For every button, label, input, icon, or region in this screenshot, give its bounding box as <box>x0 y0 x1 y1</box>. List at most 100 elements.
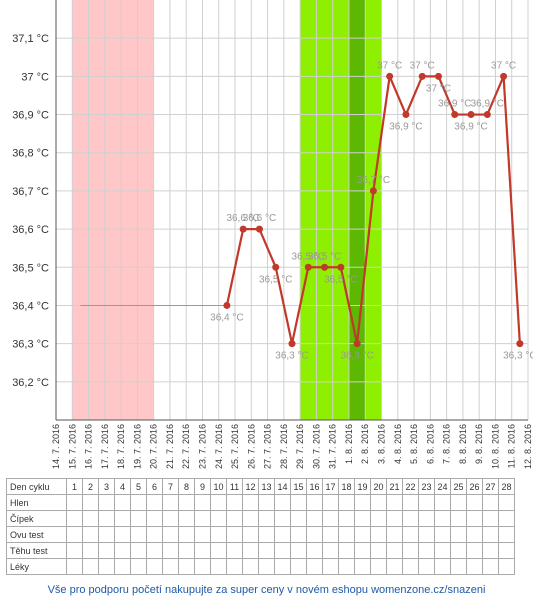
table-cell[interactable] <box>178 526 195 543</box>
table-cell[interactable] <box>338 494 355 511</box>
table-cell[interactable] <box>82 510 99 527</box>
table-cell[interactable] <box>466 494 483 511</box>
table-cell[interactable] <box>194 526 211 543</box>
table-cell[interactable] <box>370 526 387 543</box>
table-cell[interactable] <box>226 510 243 527</box>
table-cell[interactable] <box>402 510 419 527</box>
table-cell[interactable] <box>226 526 243 543</box>
table-cell[interactable] <box>418 510 435 527</box>
table-cell[interactable] <box>114 558 131 575</box>
table-cell[interactable] <box>242 558 259 575</box>
table-cell[interactable] <box>210 558 227 575</box>
table-cell[interactable] <box>434 494 451 511</box>
table-cell[interactable] <box>338 510 355 527</box>
table-cell[interactable] <box>450 510 467 527</box>
table-cell[interactable] <box>322 494 339 511</box>
table-cell[interactable] <box>82 494 99 511</box>
table-cell[interactable] <box>66 510 83 527</box>
table-cell[interactable] <box>210 526 227 543</box>
table-cell[interactable] <box>482 542 499 559</box>
table-cell[interactable] <box>450 558 467 575</box>
table-cell[interactable] <box>130 510 147 527</box>
table-cell[interactable] <box>242 526 259 543</box>
table-cell[interactable] <box>274 510 291 527</box>
table-cell[interactable] <box>306 510 323 527</box>
table-cell[interactable] <box>290 558 307 575</box>
table-cell[interactable] <box>178 494 195 511</box>
table-cell[interactable] <box>498 510 515 527</box>
table-cell[interactable] <box>354 542 371 559</box>
table-cell[interactable] <box>210 542 227 559</box>
table-cell[interactable] <box>194 494 211 511</box>
table-cell[interactable] <box>354 526 371 543</box>
table-cell[interactable] <box>98 510 115 527</box>
table-cell[interactable] <box>354 494 371 511</box>
table-cell[interactable] <box>418 494 435 511</box>
table-cell[interactable] <box>258 526 275 543</box>
table-cell[interactable] <box>114 542 131 559</box>
table-cell[interactable] <box>306 542 323 559</box>
table-cell[interactable] <box>130 542 147 559</box>
table-cell[interactable] <box>386 526 403 543</box>
table-cell[interactable] <box>290 526 307 543</box>
table-cell[interactable] <box>242 510 259 527</box>
table-cell[interactable] <box>178 510 195 527</box>
table-cell[interactable] <box>322 526 339 543</box>
table-cell[interactable] <box>306 526 323 543</box>
table-cell[interactable] <box>194 558 211 575</box>
table-cell[interactable] <box>290 542 307 559</box>
table-cell[interactable] <box>386 510 403 527</box>
table-cell[interactable] <box>98 542 115 559</box>
table-cell[interactable] <box>242 542 259 559</box>
table-cell[interactable] <box>82 558 99 575</box>
table-cell[interactable] <box>370 494 387 511</box>
table-cell[interactable] <box>354 558 371 575</box>
table-cell[interactable] <box>370 542 387 559</box>
table-cell[interactable] <box>306 494 323 511</box>
table-cell[interactable] <box>482 494 499 511</box>
table-cell[interactable] <box>66 542 83 559</box>
table-cell[interactable] <box>258 558 275 575</box>
table-cell[interactable] <box>466 526 483 543</box>
table-cell[interactable] <box>386 542 403 559</box>
table-cell[interactable] <box>114 510 131 527</box>
table-cell[interactable] <box>434 542 451 559</box>
table-cell[interactable] <box>418 526 435 543</box>
table-cell[interactable] <box>194 510 211 527</box>
table-cell[interactable] <box>178 558 195 575</box>
table-cell[interactable] <box>386 494 403 511</box>
table-cell[interactable] <box>162 510 179 527</box>
table-cell[interactable] <box>98 558 115 575</box>
table-cell[interactable] <box>162 558 179 575</box>
table-cell[interactable] <box>82 542 99 559</box>
table-cell[interactable] <box>162 494 179 511</box>
table-cell[interactable] <box>130 558 147 575</box>
table-cell[interactable] <box>82 526 99 543</box>
table-cell[interactable] <box>258 494 275 511</box>
table-cell[interactable] <box>386 558 403 575</box>
table-cell[interactable] <box>482 558 499 575</box>
table-cell[interactable] <box>498 542 515 559</box>
table-cell[interactable] <box>226 494 243 511</box>
table-cell[interactable] <box>258 510 275 527</box>
table-cell[interactable] <box>146 558 163 575</box>
table-cell[interactable] <box>402 542 419 559</box>
table-cell[interactable] <box>450 494 467 511</box>
table-cell[interactable] <box>114 494 131 511</box>
table-cell[interactable] <box>434 526 451 543</box>
table-cell[interactable] <box>322 542 339 559</box>
table-cell[interactable] <box>418 558 435 575</box>
table-cell[interactable] <box>482 526 499 543</box>
table-cell[interactable] <box>146 526 163 543</box>
table-cell[interactable] <box>370 510 387 527</box>
table-cell[interactable] <box>338 542 355 559</box>
table-cell[interactable] <box>146 542 163 559</box>
table-cell[interactable] <box>210 494 227 511</box>
footer-link[interactable]: Vše pro podporu početí nakupujte za supe… <box>47 584 486 596</box>
table-cell[interactable] <box>466 542 483 559</box>
table-cell[interactable] <box>162 526 179 543</box>
table-cell[interactable] <box>66 494 83 511</box>
table-cell[interactable] <box>130 494 147 511</box>
table-cell[interactable] <box>402 558 419 575</box>
table-cell[interactable] <box>274 558 291 575</box>
